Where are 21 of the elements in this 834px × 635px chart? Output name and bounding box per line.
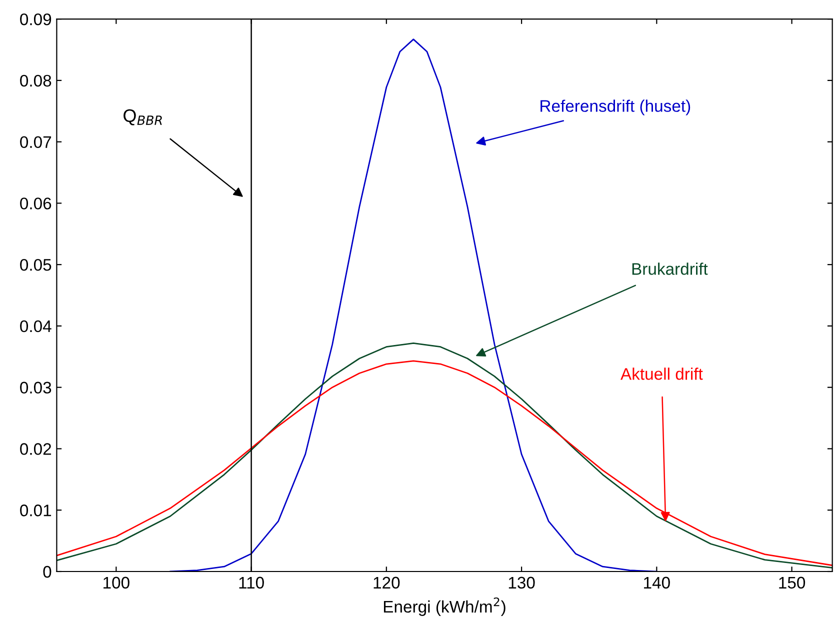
x-tick-label: 130: [508, 576, 535, 589]
y-tick-label: 0.02: [20, 443, 52, 455]
x-tick-label: 100: [104, 576, 130, 589]
y-tick-label: 0.08: [20, 74, 52, 87]
x-tick-label: 120: [374, 576, 400, 589]
text: Referensdrift (huset): [540, 100, 690, 116]
y-tick-label: 0.03: [20, 382, 52, 394]
y-tick-label: 0.05: [20, 258, 52, 271]
y-tick-label: 0.04: [20, 320, 52, 332]
y-tick-label: 0.09: [20, 13, 52, 26]
x-tick-label: 110: [239, 576, 264, 589]
y-tick-label: 0.01: [20, 504, 52, 516]
y-tick-label: 0.07: [20, 136, 52, 148]
x-tick-label: 140: [644, 576, 670, 589]
y-tick-label: 0.06: [20, 198, 52, 210]
x-tick-label: 150: [779, 576, 806, 589]
x-axis-title: Energi (kWh/m$^{2}$): [384, 597, 506, 616]
y-tick-label: 0: [43, 566, 52, 578]
text: Brukardrift: [632, 262, 708, 275]
text: Aktuell drift: [620, 368, 703, 380]
ref-line-label: Q$_{BBR}$: [124, 109, 162, 126]
